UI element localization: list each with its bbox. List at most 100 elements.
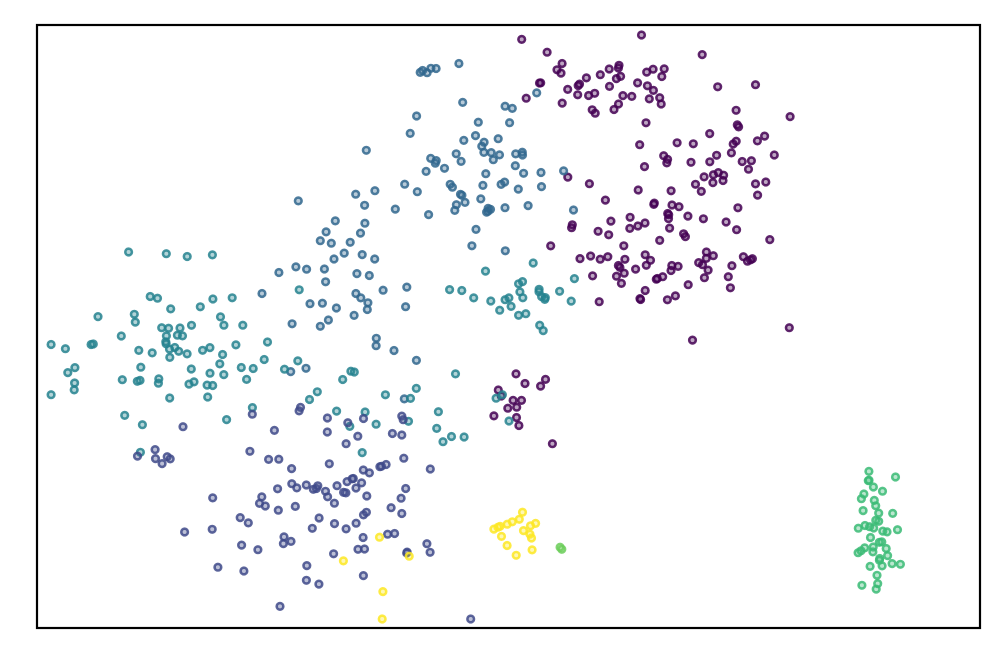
scatter-point-c2 xyxy=(358,465,368,475)
scatter-point-c0 xyxy=(552,65,562,75)
scatter-point-c0 xyxy=(542,47,552,57)
scatter-point-c7 xyxy=(860,520,870,531)
scatter-point-c0 xyxy=(690,179,701,189)
scatter-point-c2 xyxy=(269,425,280,436)
scatter-point-c8 xyxy=(526,533,537,543)
scatter-point-c2 xyxy=(358,570,369,581)
scatter-point-c7 xyxy=(881,543,891,554)
scatter-point-c4 xyxy=(469,293,479,303)
scatter-point-c0 xyxy=(573,90,583,100)
scatter-point-c3 xyxy=(323,315,334,325)
scatter-point-c3 xyxy=(411,355,422,366)
scatter-point-c0 xyxy=(699,172,709,182)
scatter-point-c4 xyxy=(405,393,416,404)
scatter-point-c3 xyxy=(291,262,301,272)
scatter-point-c4 xyxy=(116,331,126,341)
scatter-point-c4 xyxy=(157,323,167,333)
scatter-point-c0 xyxy=(666,265,676,276)
scatter-point-c4 xyxy=(528,258,538,268)
scatter-point-c0 xyxy=(503,403,513,413)
scatter-point-c4 xyxy=(174,346,184,356)
scatter-point-c0 xyxy=(652,273,662,284)
scatter-point-c0 xyxy=(616,278,627,289)
scatter-point-c0 xyxy=(625,212,635,222)
scatter-point-c0 xyxy=(603,252,613,262)
scatter-point-c4 xyxy=(165,393,175,403)
scatter-point-c2 xyxy=(399,453,409,463)
scatter-point-c0 xyxy=(683,211,693,221)
scatter-point-c2 xyxy=(358,413,369,424)
scatter-point-c0 xyxy=(611,271,622,281)
scatter-point-c7 xyxy=(868,542,878,552)
scatter-point-c2 xyxy=(362,491,372,501)
scatter-point-c0 xyxy=(521,93,531,103)
scatter-point-c4 xyxy=(117,375,127,385)
scatter-point-c4 xyxy=(219,320,229,330)
scatter-point-c0 xyxy=(703,265,713,275)
scatter-point-c7 xyxy=(888,508,898,519)
scatter-point-c4 xyxy=(166,304,176,314)
scatter-point-c0 xyxy=(664,223,675,233)
scatter-point-c7 xyxy=(874,516,884,526)
scatter-point-c2 xyxy=(332,481,342,491)
scatter-points xyxy=(46,30,906,624)
scatter-point-c7 xyxy=(877,561,887,571)
scatter-point-c0 xyxy=(752,136,763,146)
scatter-point-c0 xyxy=(535,381,546,391)
scatter-point-c3 xyxy=(500,203,510,213)
scatter-point-c3 xyxy=(401,302,411,312)
scatter-point-c3 xyxy=(371,341,381,351)
scatter-point-c0 xyxy=(563,172,573,182)
scatter-point-c0 xyxy=(640,250,650,260)
scatter-point-c4 xyxy=(215,312,226,322)
scatter-point-c2 xyxy=(287,464,297,474)
scatter-point-c4 xyxy=(145,291,155,302)
scatter-point-c4 xyxy=(46,339,56,350)
scatter-point-c2 xyxy=(353,431,363,441)
scatter-point-c7 xyxy=(874,508,884,518)
scatter-point-c4 xyxy=(438,437,448,447)
scatter-point-c0 xyxy=(609,104,619,115)
scatter-point-c0 xyxy=(620,254,630,264)
scatter-point-c2 xyxy=(207,524,217,534)
scatter-point-c3 xyxy=(402,282,412,292)
scatter-point-c2 xyxy=(425,464,435,474)
scatter-point-c2 xyxy=(132,451,143,461)
scatter-point-c7 xyxy=(865,532,876,543)
scatter-point-c7 xyxy=(857,580,867,590)
scatter-point-c4 xyxy=(517,277,528,287)
scatter-point-c4 xyxy=(70,363,80,373)
scatter-point-c6 xyxy=(555,542,565,552)
scatter-point-c2 xyxy=(341,488,351,498)
scatter-point-c4 xyxy=(262,337,273,347)
scatter-point-c0 xyxy=(662,295,673,305)
scatter-point-c8 xyxy=(511,550,521,560)
scatter-point-c4 xyxy=(93,312,103,322)
scatter-point-c8 xyxy=(518,525,529,536)
scatter-point-c3 xyxy=(321,227,331,237)
scatter-point-c3 xyxy=(507,103,517,113)
scatter-point-c4 xyxy=(338,374,348,385)
scatter-point-c0 xyxy=(678,229,689,239)
scatter-point-c4 xyxy=(486,296,496,306)
scatter-point-c0 xyxy=(696,186,706,196)
scatter-point-c0 xyxy=(761,177,771,187)
scatter-point-c7 xyxy=(877,486,888,496)
scatter-point-c0 xyxy=(604,230,614,240)
scatter-point-c3 xyxy=(477,141,487,151)
scatter-point-c4 xyxy=(506,301,516,312)
scatter-point-c8 xyxy=(338,556,349,566)
scatter-point-c2 xyxy=(329,518,340,529)
scatter-point-c3 xyxy=(361,145,371,155)
scatter-point-c0 xyxy=(697,49,707,60)
scatter-point-c0 xyxy=(615,71,626,81)
scatter-point-c0 xyxy=(595,254,605,264)
scatter-point-c3 xyxy=(426,63,436,73)
scatter-point-c4 xyxy=(69,385,79,395)
scatter-point-c3 xyxy=(287,319,297,329)
scatter-point-c2 xyxy=(324,459,334,469)
scatter-point-c0 xyxy=(489,411,499,421)
scatter-point-c0 xyxy=(636,30,647,40)
scatter-point-c4 xyxy=(124,247,134,257)
scatter-point-c0 xyxy=(641,260,651,270)
